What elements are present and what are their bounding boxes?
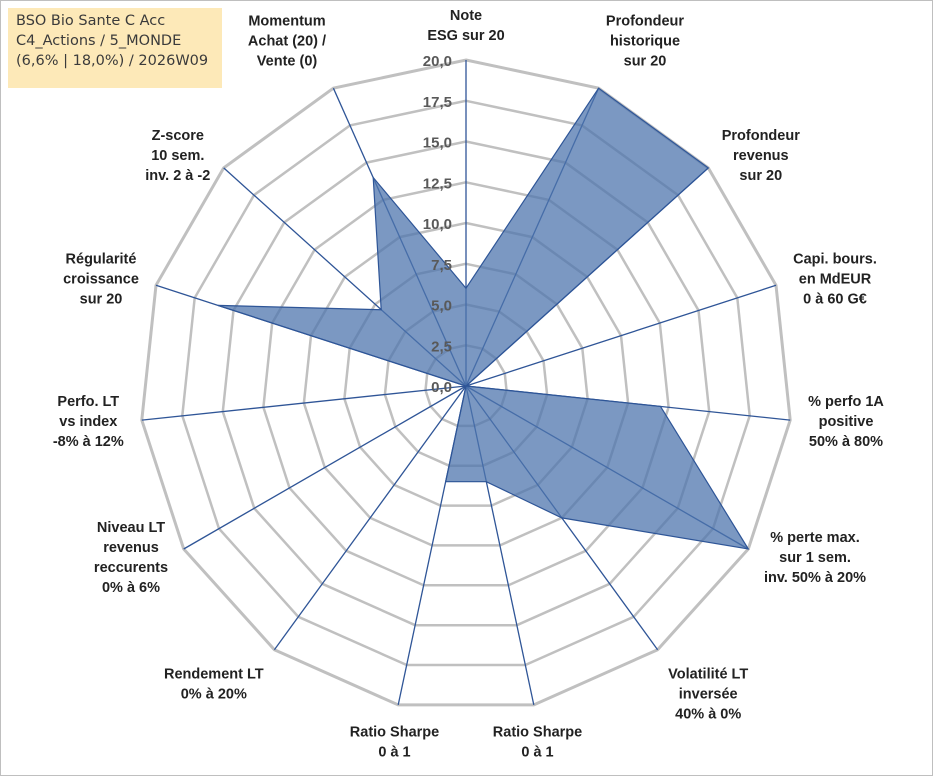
- axis-label: Volatilité LT inversée 40% à 0%: [668, 666, 748, 722]
- axis-label: Régularité croissance sur 20: [63, 252, 139, 308]
- radar-series: [217, 87, 750, 550]
- tick-label: 10,0: [423, 216, 452, 233]
- fund-category: C4_Actions / 5_MONDE: [16, 33, 182, 49]
- series-area: [217, 87, 750, 550]
- tick-label: 20,0: [423, 53, 452, 70]
- axis-label: Momentum Achat (20) / Vente (0): [248, 14, 326, 70]
- axis-label: Z-score 10 sem. inv. 2 à -2: [145, 128, 210, 184]
- axis-spoke: [465, 284, 777, 387]
- tick-label: 7,5: [431, 257, 452, 274]
- axis-label: Ratio Sharpe 0 à 1: [493, 725, 582, 761]
- axis-label: Rendement LT 0% à 20%: [164, 666, 264, 702]
- grid-ring: [140, 58, 792, 707]
- axis-label: Profondeur revenus sur 20: [722, 128, 800, 184]
- axis-labels: Note ESG sur 20 Profondeur historique sur 20…: [53, 8, 885, 761]
- fund-period: (6,6% | 18,0%) / 2026W09: [16, 53, 209, 69]
- grid-ring: [181, 99, 751, 667]
- grid-ring: [302, 221, 630, 547]
- axis-label: % perte max. sur 1 sem. inv. 50% à 20%: [764, 530, 866, 586]
- tick-label: 12,5: [423, 175, 452, 192]
- tick-label: 5,0: [431, 298, 452, 315]
- radial-tick-labels: 0,0 2,5 5,0 7,5 10,0 12,5 15,0 17,5 20,0: [423, 53, 452, 396]
- axis-label: Capi. bours. en MdEUR 0 à 60 G€: [793, 252, 877, 308]
- axis-label: Note ESG sur 20: [427, 8, 504, 44]
- tick-label: 17,5: [423, 94, 452, 111]
- axis-label: Niveau LT revenus reccurents 0% à 6%: [94, 520, 168, 596]
- fund-title-box: BSO Bio Sante C Acc C4_Actions / 5_MONDE…: [8, 8, 222, 88]
- tick-label: 2,5: [431, 338, 452, 355]
- tick-label: 0,0: [431, 379, 452, 396]
- axis-spoke: [141, 385, 467, 421]
- axis-label: % perfo 1A positive 50% à 80%: [808, 394, 884, 450]
- axis-label: Perfo. LT vs index -8% à 12%: [53, 394, 124, 450]
- axis-label: Ratio Sharpe 0 à 1: [350, 725, 439, 761]
- axis-spoke: [183, 385, 467, 550]
- fund-name: BSO Bio Sante C Acc: [16, 13, 166, 29]
- grid-ring: [262, 181, 670, 587]
- axis-spoke: [273, 385, 467, 651]
- axis-label: Profondeur historique sur 20: [606, 14, 684, 70]
- grid-ring: [221, 140, 711, 627]
- tick-label: 15,0: [423, 135, 452, 152]
